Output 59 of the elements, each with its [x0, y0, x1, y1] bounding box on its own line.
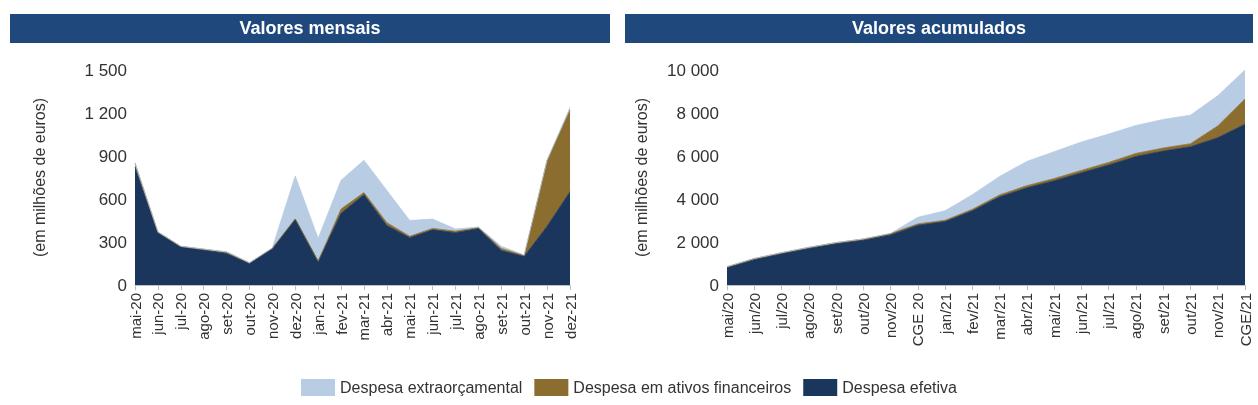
x-tick-label: nov/20 — [882, 293, 900, 339]
x-tick-label: set-20 — [218, 293, 236, 335]
y-tick-label: 8 000 — [676, 103, 719, 123]
header-banner: Valores acumulados — [625, 14, 1253, 43]
y-tick-label: 600 — [98, 189, 127, 209]
y-tick-label: 4 000 — [676, 189, 719, 209]
x-tick-label: jun-20 — [149, 293, 167, 336]
y-tick-label: 0 — [117, 275, 127, 295]
y-tick-label: 6 000 — [676, 146, 719, 166]
x-tick-label: jul/20 — [773, 293, 791, 330]
x-tick-label: nov-21 — [538, 293, 556, 339]
x-tick-label: ago/20 — [800, 293, 818, 339]
y-tick-label: 900 — [98, 146, 127, 166]
x-tick-label: ago/21 — [1127, 293, 1145, 339]
legend-label: Despesa efetiva — [842, 379, 958, 396]
header-banner: Valores mensais — [10, 14, 610, 43]
x-tick-label: dez-20 — [286, 293, 304, 339]
y-tick-label: 1 500 — [84, 60, 127, 80]
x-tick-label: jun/20 — [745, 293, 763, 335]
y-tick-label: 300 — [98, 232, 127, 252]
x-tick-label: fev/21 — [963, 293, 981, 334]
legend-label: Despesa em ativos financeiros — [573, 379, 792, 396]
x-tick-label: set/21 — [1154, 293, 1172, 334]
x-tick-label: mai-20 — [126, 293, 144, 339]
x-tick-label: mai-21 — [401, 293, 419, 339]
x-tick-label: ago-21 — [469, 293, 487, 340]
y-axis-title: (em milhões de euros) — [30, 97, 48, 258]
x-tick-label: jan-21 — [309, 293, 327, 336]
x-tick-label: out/21 — [1181, 293, 1199, 335]
x-tick-label: out/20 — [854, 293, 872, 335]
x-tick-label: dez-21 — [561, 293, 579, 339]
x-tick-label: jul/21 — [1100, 293, 1118, 330]
x-tick-label: CGE/21 — [1236, 293, 1254, 347]
y-tick-label: 1 200 — [84, 103, 127, 123]
x-tick-label: fev-21 — [332, 293, 350, 335]
x-tick-label: nov-20 — [263, 293, 281, 339]
x-tick-label: CGE 20 — [909, 293, 927, 347]
legend-label: Despesa extraorçamental — [340, 379, 523, 396]
x-tick-label: out-20 — [240, 293, 258, 336]
x-tick-label: set/20 — [827, 293, 845, 334]
x-tick-label: jul-21 — [447, 293, 465, 331]
x-tick-label: abr-21 — [378, 293, 396, 337]
x-tick-label: nov/21 — [1209, 293, 1227, 339]
y-tick-label: 2 000 — [676, 232, 719, 252]
x-tick-label: mar/21 — [991, 293, 1009, 340]
y-tick-label: 10 000 — [667, 60, 719, 80]
x-tick-label: mai/20 — [718, 293, 736, 339]
x-tick-label: jun-21 — [424, 293, 442, 336]
x-tick-label: out-21 — [515, 293, 533, 336]
x-tick-label: jul-20 — [172, 293, 190, 331]
x-tick-label: abr/21 — [1018, 293, 1036, 336]
x-tick-label: jan/21 — [936, 293, 954, 335]
x-tick-label: ago-20 — [195, 293, 213, 340]
x-tick-label: jun/21 — [1072, 293, 1090, 335]
y-axis-title: (em milhões de euros) — [632, 97, 650, 258]
x-tick-label: mai/21 — [1045, 293, 1063, 339]
y-tick-label: 0 — [709, 275, 719, 295]
x-tick-label: mar-21 — [355, 293, 373, 341]
x-tick-label: set-21 — [492, 293, 510, 335]
